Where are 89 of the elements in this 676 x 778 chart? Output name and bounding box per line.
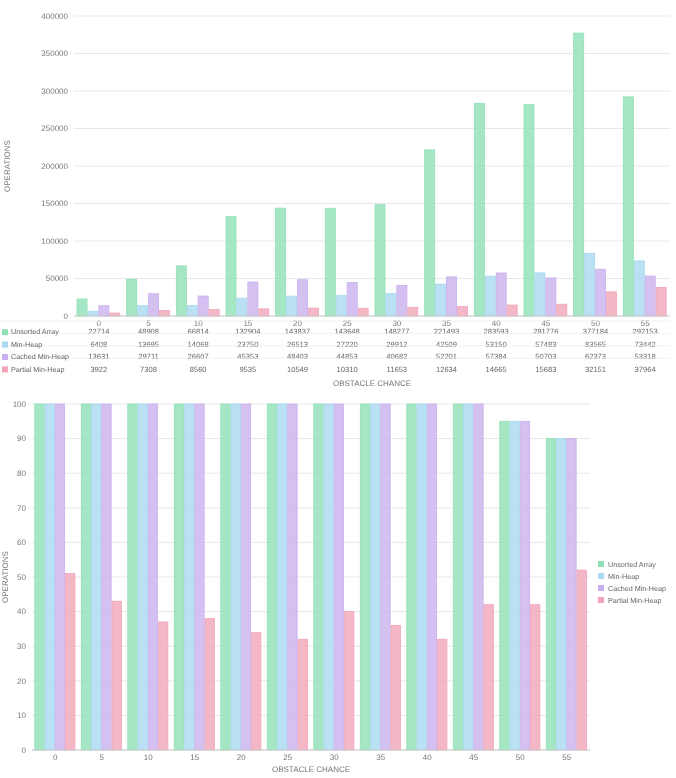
bar xyxy=(287,403,298,751)
bar xyxy=(137,305,149,317)
bar xyxy=(595,268,606,317)
bar xyxy=(606,291,617,317)
bar xyxy=(80,403,92,751)
bar xyxy=(91,403,102,751)
bar xyxy=(584,252,596,317)
bar xyxy=(308,307,319,317)
bar xyxy=(424,149,436,317)
bar xyxy=(333,403,345,751)
bar xyxy=(98,305,110,317)
bar xyxy=(204,618,215,751)
bar xyxy=(158,621,169,751)
bar xyxy=(127,403,138,751)
bar xyxy=(357,307,369,317)
bar xyxy=(380,403,391,751)
bar xyxy=(545,277,557,317)
bar xyxy=(184,403,195,751)
bar xyxy=(633,260,645,317)
bar xyxy=(446,276,457,317)
bar xyxy=(576,569,587,751)
bar xyxy=(545,438,557,751)
bar xyxy=(175,265,187,317)
bar xyxy=(208,309,220,317)
bar xyxy=(416,403,427,751)
bar xyxy=(137,403,148,751)
bar xyxy=(335,295,347,317)
bar xyxy=(65,573,76,751)
bar xyxy=(111,600,122,751)
bar xyxy=(197,295,209,317)
bar xyxy=(644,275,656,317)
bar xyxy=(275,207,287,317)
bar xyxy=(506,304,518,317)
bar xyxy=(240,403,252,751)
bar xyxy=(573,32,585,317)
bar xyxy=(266,403,278,751)
bar xyxy=(534,272,546,317)
bar xyxy=(297,638,308,751)
bar xyxy=(566,438,577,751)
bar xyxy=(359,403,371,751)
bar xyxy=(370,403,381,751)
bar xyxy=(655,287,667,317)
bar xyxy=(622,96,634,317)
bar xyxy=(556,438,567,751)
bar xyxy=(495,272,507,317)
bar xyxy=(509,420,520,751)
bar xyxy=(194,403,205,751)
bar xyxy=(230,403,241,751)
bar xyxy=(251,631,262,751)
bar xyxy=(173,403,185,751)
bar xyxy=(297,279,308,317)
bar xyxy=(148,293,159,317)
bar xyxy=(374,204,386,317)
bar xyxy=(452,403,464,751)
bar xyxy=(484,275,496,317)
bar xyxy=(147,403,159,751)
bar xyxy=(277,403,288,751)
bar xyxy=(34,403,45,751)
bar xyxy=(236,297,248,317)
bar xyxy=(523,104,535,317)
bar xyxy=(483,604,494,751)
bar xyxy=(313,403,324,751)
bar xyxy=(220,403,231,751)
bar xyxy=(346,281,358,317)
bar xyxy=(286,295,298,317)
bar xyxy=(463,403,474,751)
bar xyxy=(437,638,448,751)
bar xyxy=(406,403,417,751)
bar xyxy=(76,298,88,317)
bar xyxy=(126,278,138,317)
bar xyxy=(519,420,531,751)
bar xyxy=(101,403,112,751)
bar xyxy=(473,102,485,317)
bar xyxy=(390,625,401,751)
bar xyxy=(44,403,55,751)
bar xyxy=(426,403,438,751)
bar xyxy=(247,281,259,317)
bar xyxy=(499,420,510,751)
bar xyxy=(435,283,447,317)
bar xyxy=(323,403,334,751)
bar xyxy=(225,215,237,317)
bar xyxy=(385,293,397,317)
bar xyxy=(344,611,355,751)
bar xyxy=(396,285,408,317)
bar xyxy=(473,403,484,751)
bar xyxy=(530,604,541,751)
bar xyxy=(258,308,270,317)
bar xyxy=(54,403,66,751)
bar xyxy=(324,207,336,317)
